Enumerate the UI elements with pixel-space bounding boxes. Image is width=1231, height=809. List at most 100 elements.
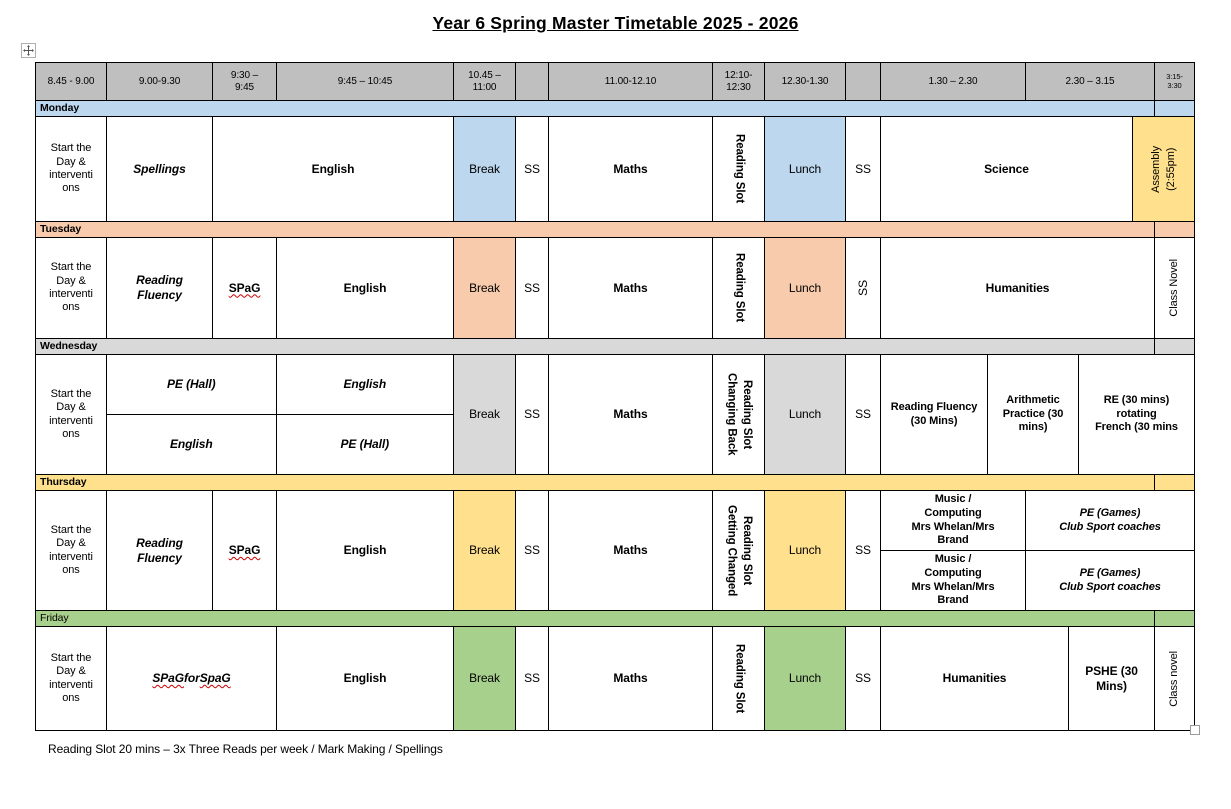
tuesday-humanities-cell[interactable]: Humanities <box>881 238 1155 339</box>
friday-humanities-cell[interactable]: Humanities <box>881 627 1069 730</box>
header-time-cell[interactable] <box>846 63 881 101</box>
class-novel-vertical-text: Class Novel <box>1168 259 1181 317</box>
day-band-label[interactable]: Tuesday <box>36 222 1155 238</box>
wednesday-arithmetic-cell[interactable]: Arithmetic Practice (30 mins) <box>988 355 1079 475</box>
thursday-ss-morning-cell[interactable]: SS <box>516 491 549 611</box>
header-time-cell[interactable] <box>516 63 549 101</box>
wednesday-pe-hall-cell[interactable]: PE (Hall) <box>107 355 277 414</box>
friday-lunch-cell[interactable]: Lunch <box>765 627 846 730</box>
wednesday-ss-afternoon-cell[interactable]: SS <box>846 355 881 475</box>
friday-reading-slot-cell[interactable]: Reading Slot <box>713 627 765 730</box>
table-move-handle[interactable] <box>21 43 36 58</box>
thursday-maths-cell[interactable]: Maths <box>549 491 713 611</box>
wednesday-pe-english-block: PE (Hall) English English PE (Hall) <box>107 355 454 475</box>
thursday-break-cell[interactable]: Break <box>454 491 516 611</box>
monday-assembly-cell[interactable]: Assembly (2:55pm) <box>1133 117 1194 222</box>
thursday-spag-cell[interactable]: SPaG <box>213 491 277 611</box>
reading-slot-vertical-text: Reading Slot Changing Back <box>725 373 754 456</box>
day-band-label[interactable]: Thursday <box>36 475 1155 491</box>
thursday-music-computing-cell[interactable]: Music / Computing Mrs Whelan/Mrs Brand <box>881 551 1026 610</box>
friday-ss-morning-cell[interactable]: SS <box>516 627 549 730</box>
header-time-cell[interactable]: 2.30 – 3.15 <box>1026 63 1155 101</box>
day-band-label[interactable]: Wednesday <box>36 339 1155 355</box>
timetable: 8.45 - 9.00 9.00-9.30 9:30 – 9:45 9:45 –… <box>35 62 1195 731</box>
friday-class-novel-cell[interactable]: Class novel <box>1155 627 1194 730</box>
wednesday-maths-cell[interactable]: Maths <box>549 355 713 475</box>
table-resize-handle[interactable] <box>1190 725 1200 735</box>
page-title[interactable]: Year 6 Spring Master Timetable 2025 - 20… <box>432 13 799 33</box>
monday-science-cell[interactable]: Science <box>881 117 1133 222</box>
friday-maths-cell[interactable]: Maths <box>549 627 713 730</box>
day-band-end[interactable] <box>1155 222 1194 238</box>
header-time-cell[interactable]: 9.00-9.30 <box>107 63 213 101</box>
day-band-label[interactable]: Monday <box>36 101 1155 117</box>
monday-lunch-cell[interactable]: Lunch <box>765 117 846 222</box>
friday-spag-for-spag-cell[interactable]: SPaG for SpaG <box>107 627 277 730</box>
tuesday-english-cell[interactable]: English <box>277 238 454 339</box>
header-time-cell[interactable]: 1.30 – 2.30 <box>881 63 1026 101</box>
wednesday-english-cell[interactable]: English <box>107 415 277 474</box>
wednesday-ss-morning-cell[interactable]: SS <box>516 355 549 475</box>
wednesday-english-cell[interactable]: English <box>343 377 387 391</box>
header-time-cell[interactable]: 3:15- 3:30 <box>1155 63 1194 101</box>
thursday-reading-slot-cell[interactable]: Reading Slot Getting Changed <box>713 491 765 611</box>
block-bottom-row: English PE (Hall) <box>107 414 453 474</box>
monday-ss-afternoon-cell[interactable]: SS <box>846 117 881 222</box>
thursday-reading-fluency-cell[interactable]: Reading Fluency <box>107 491 213 611</box>
friday-english-cell[interactable]: English <box>277 627 454 730</box>
wednesday-break-cell[interactable]: Break <box>454 355 516 475</box>
thursday-lunch-cell[interactable]: Lunch <box>765 491 846 611</box>
tuesday-spag-cell[interactable]: SPaG <box>213 238 277 339</box>
footnote-text[interactable]: Reading Slot 20 mins – 3x Three Reads pe… <box>48 742 443 756</box>
friday-break-cell[interactable]: Break <box>454 627 516 730</box>
friday-pshe-cell[interactable]: PSHE (30 Mins) <box>1069 627 1155 730</box>
tuesday-maths-cell[interactable]: Maths <box>549 238 713 339</box>
tuesday-row: Start the Day & interventi ons Reading F… <box>36 238 1194 339</box>
tuesday-class-novel-cell[interactable]: Class Novel <box>1155 238 1194 339</box>
monday-start-day-cell[interactable]: Start the Day & interventi ons <box>36 117 107 222</box>
tuesday-reading-slot-cell[interactable]: Reading Slot <box>713 238 765 339</box>
day-band-label[interactable]: Friday <box>36 611 1155 627</box>
wednesday-lunch-cell[interactable]: Lunch <box>765 355 846 475</box>
thursday-pe-games-cell[interactable]: PE (Games) Club Sport coaches <box>1059 566 1161 593</box>
wednesday-re-french-cell[interactable]: RE (30 mins) rotating French (30 mins <box>1079 355 1194 475</box>
header-time-cell[interactable]: 9:30 – 9:45 <box>213 63 277 101</box>
monday-break-cell[interactable]: Break <box>454 117 516 222</box>
header-time-cell[interactable]: 8.45 - 9.00 <box>36 63 107 101</box>
thursday-english-cell[interactable]: English <box>277 491 454 611</box>
reading-slot-vertical-text: Reading Slot Getting Changed <box>725 504 754 597</box>
wednesday-start-day-cell[interactable]: Start the Day & interventi ons <box>36 355 107 475</box>
wednesday-pe-hall-cell[interactable]: PE (Hall) <box>340 437 390 451</box>
friday-start-day-cell[interactable]: Start the Day & interventi ons <box>36 627 107 730</box>
thursday-ss-afternoon-cell[interactable]: SS <box>846 491 881 611</box>
day-band-end[interactable] <box>1155 611 1194 627</box>
reading-slot-vertical-text: Reading Slot <box>733 134 746 204</box>
thursday-music-computing-cell[interactable]: Music / Computing Mrs Whelan/Mrs Brand <box>881 491 1026 550</box>
wednesday-reading-slot-cell[interactable]: Reading Slot Changing Back <box>713 355 765 475</box>
tuesday-ss-morning-cell[interactable]: SS <box>516 238 549 339</box>
header-row: 8.45 - 9.00 9.00-9.30 9:30 – 9:45 9:45 –… <box>36 63 1194 101</box>
wednesday-reading-fluency-cell[interactable]: Reading Fluency (30 Mins) <box>881 355 988 475</box>
header-time-cell[interactable]: 12:10- 12:30 <box>713 63 765 101</box>
tuesday-break-cell[interactable]: Break <box>454 238 516 339</box>
monday-reading-slot-cell[interactable]: Reading Slot <box>713 117 765 222</box>
thursday-start-day-cell[interactable]: Start the Day & interventi ons <box>36 491 107 611</box>
header-time-cell[interactable]: 9:45 – 10:45 <box>277 63 454 101</box>
day-band-end[interactable] <box>1155 475 1194 491</box>
thursday-pe-games-cell[interactable]: PE (Games) Club Sport coaches <box>1059 506 1161 533</box>
monday-ss-morning-cell[interactable]: SS <box>516 117 549 222</box>
header-time-cell[interactable]: 11.00-12.10 <box>549 63 713 101</box>
day-band-monday: Monday <box>36 101 1194 117</box>
monday-english-cell[interactable]: English <box>213 117 454 222</box>
tuesday-reading-fluency-cell[interactable]: Reading Fluency <box>107 238 213 339</box>
tuesday-start-day-cell[interactable]: Start the Day & interventi ons <box>36 238 107 339</box>
monday-spellings-cell[interactable]: Spellings <box>107 117 213 222</box>
day-band-end[interactable] <box>1155 101 1194 117</box>
header-time-cell[interactable]: 10.45 – 11:00 <box>454 63 516 101</box>
header-time-cell[interactable]: 12.30-1.30 <box>765 63 846 101</box>
tuesday-ss-afternoon-cell[interactable]: SS <box>846 238 881 339</box>
day-band-end[interactable] <box>1155 339 1194 355</box>
monday-maths-cell[interactable]: Maths <box>549 117 713 222</box>
friday-ss-afternoon-cell[interactable]: SS <box>846 627 881 730</box>
tuesday-lunch-cell[interactable]: Lunch <box>765 238 846 339</box>
